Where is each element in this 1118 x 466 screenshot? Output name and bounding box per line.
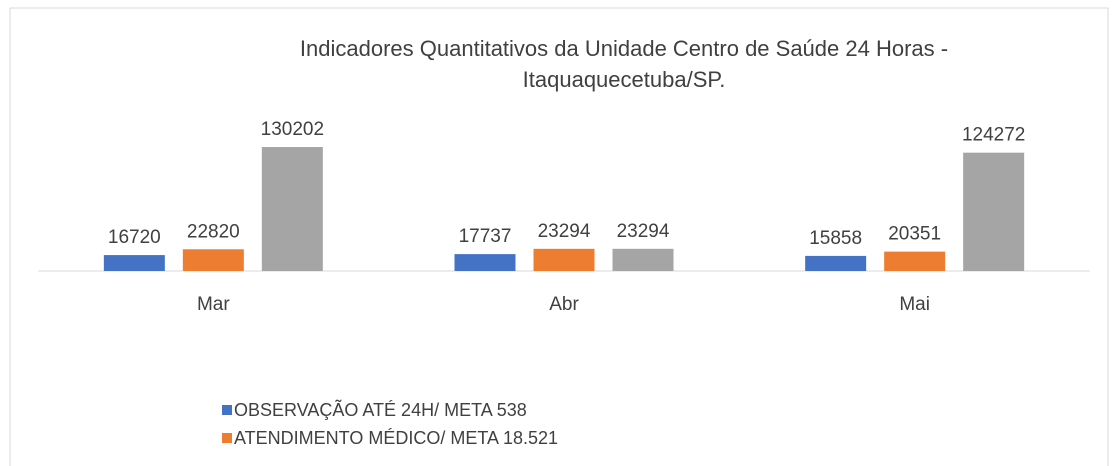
bar — [454, 254, 516, 271]
legend-swatch — [222, 405, 232, 415]
data-label: 15858 — [809, 228, 862, 249]
data-label: 22820 — [187, 221, 240, 242]
chart-title: Itaquaquecetuba/SP. — [523, 67, 726, 92]
data-label: 130202 — [261, 119, 324, 140]
data-label: 23294 — [538, 221, 591, 242]
bar — [805, 255, 867, 271]
x-tick-label: Mai — [899, 294, 930, 315]
data-label: 20351 — [888, 224, 941, 245]
x-tick-label: Abr — [549, 294, 579, 315]
bar — [182, 249, 244, 271]
data-label: 16720 — [108, 227, 161, 248]
bar — [261, 147, 323, 271]
legend-swatch — [222, 433, 232, 443]
legend-label: OBSERVAÇÃO ATÉ 24H/ META 538 — [234, 399, 527, 420]
x-tick-label: Mar — [197, 294, 230, 315]
data-label: 124272 — [962, 125, 1025, 146]
legend-label: ATENDIMENTO MÉDICO/ META 18.521 — [234, 428, 558, 448]
chart-border — [9, 7, 1109, 466]
bar — [103, 255, 165, 271]
bar — [533, 248, 595, 271]
bar — [963, 152, 1025, 271]
data-label: 17737 — [459, 226, 512, 247]
chart-title: Indicadores Quantitativos da Unidade Cen… — [300, 36, 948, 61]
bar — [884, 251, 946, 271]
data-label: 23294 — [617, 221, 670, 242]
bar — [612, 248, 674, 271]
